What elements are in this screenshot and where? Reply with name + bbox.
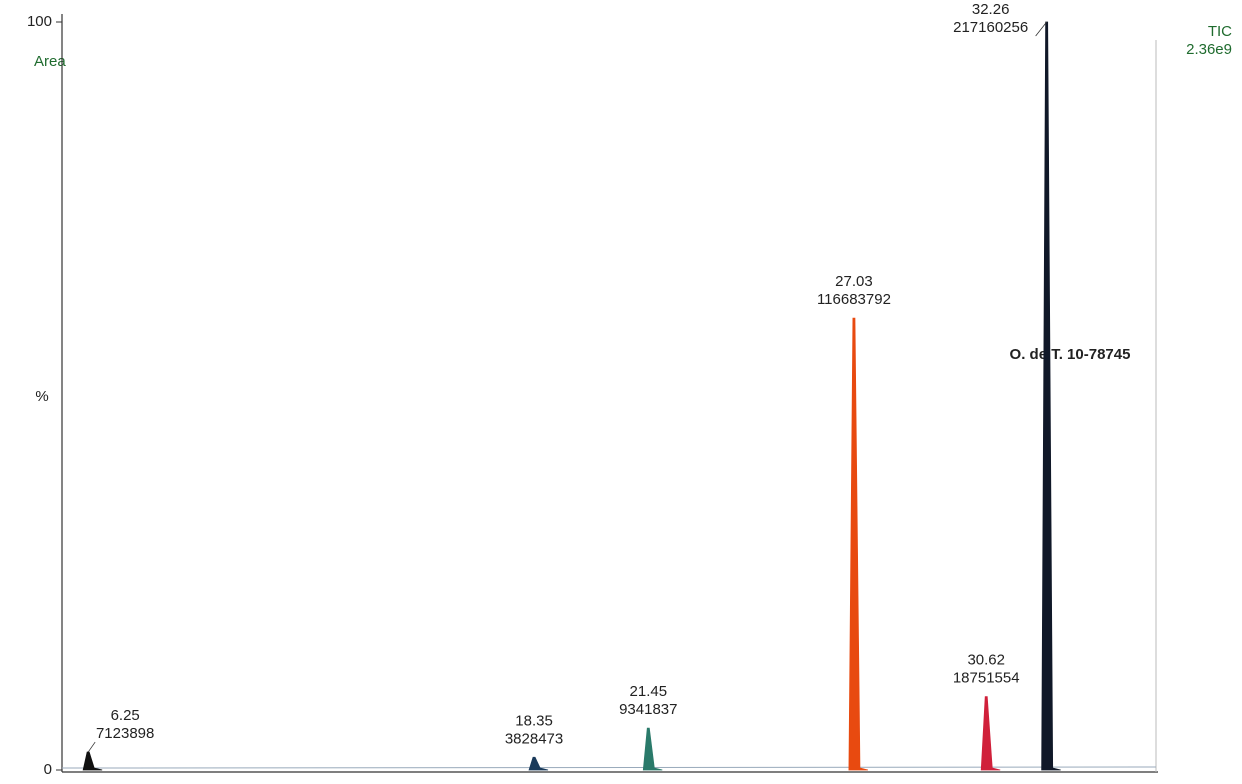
mode-label: Area [34,53,66,70]
peak-rt-label: 32.26 [972,1,1010,18]
peak-rt-label: 6.25 [111,707,140,724]
peak-area-label: 9341837 [619,701,677,718]
baseline [61,766,1157,769]
peak-area-label: 116683792 [817,291,891,308]
peak [980,696,1001,771]
scale-label: 2.36e9 [1186,41,1232,58]
y-axis-label: % [35,388,48,405]
peak-rt-label: 21.45 [630,683,668,700]
peak [1041,21,1061,771]
peak-rt-label: 30.62 [967,652,1005,669]
peak-rt-label: 18.35 [515,712,553,729]
annotation: O. de T. 10-78745 [1010,346,1131,363]
peak-area-label: 18751554 [953,670,1020,687]
peak-rt-label: 27.03 [835,273,873,290]
peak-area-label: 217160256 [953,19,1028,36]
trace-label: TIC [1208,23,1232,40]
label-leader [87,741,96,753]
peak [642,727,663,771]
peak [82,751,103,771]
peak [528,756,549,771]
peak-area-label: 7123898 [96,725,154,742]
peak-area-label: 3828473 [505,730,563,747]
y-tick-label: 0 [44,761,52,778]
peak [848,317,869,771]
y-tick-label: 100 [27,13,52,30]
label-leader [1035,21,1047,37]
